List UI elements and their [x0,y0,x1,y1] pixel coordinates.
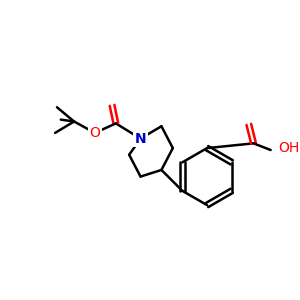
Text: OH: OH [278,141,299,155]
Text: N: N [135,132,146,145]
Text: O: O [89,126,100,140]
